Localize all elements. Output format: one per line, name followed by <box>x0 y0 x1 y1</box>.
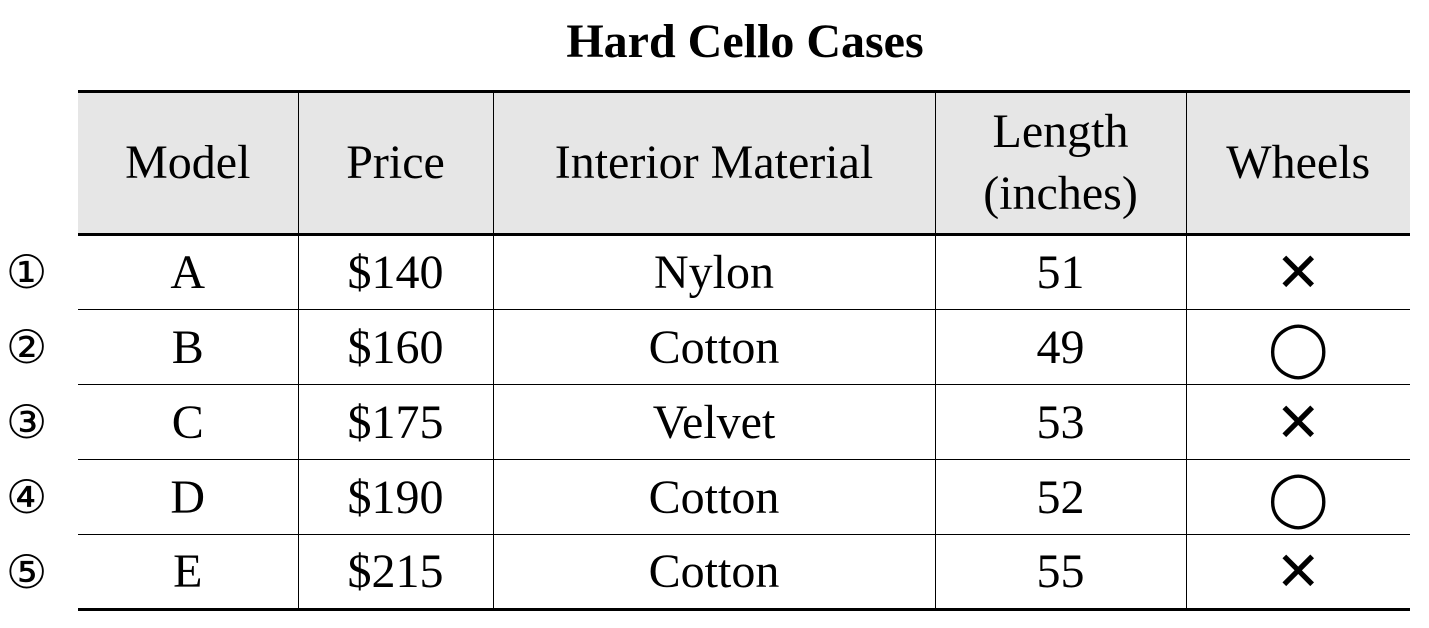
cell-price: $175 <box>297 384 493 460</box>
table-row: B $160 Cotton 49 ◯ <box>78 309 1410 385</box>
cell-material: Cotton <box>492 309 935 385</box>
cell-wheels: ✕ <box>1185 384 1410 460</box>
cell-price: $160 <box>297 309 493 385</box>
option-number: ① <box>6 245 48 299</box>
cell-model: C <box>171 395 204 449</box>
cell-material: Cotton <box>492 534 935 610</box>
header-model: Model <box>125 136 251 189</box>
cell-length: 51 <box>934 234 1186 310</box>
table-title: Hard Cello Cases <box>566 15 924 68</box>
option-number: ③ <box>6 395 48 449</box>
cell-price: $215 <box>297 534 493 610</box>
option-numbers: ① ② ③ ④ ⑤ <box>6 236 47 611</box>
header-length-line1: Length <box>992 105 1129 158</box>
header-interior-material: Interior Material <box>492 91 935 235</box>
cell-model: A <box>170 246 206 299</box>
header-wheels: Wheels <box>1185 91 1410 235</box>
header-length: Length (inches) <box>934 91 1186 235</box>
cell-price: $190 <box>297 459 493 535</box>
cell-length: 55 <box>934 534 1186 610</box>
header-length-line2: (inches) <box>983 167 1138 220</box>
cell-material: Nylon <box>492 234 935 310</box>
cell-length: 52 <box>934 459 1186 535</box>
cell-model: D <box>170 470 206 524</box>
cell-length: 53 <box>934 384 1186 460</box>
cell-material: Velvet <box>492 384 935 460</box>
table-row: E $215 Cotton 55 ✕ <box>78 534 1410 610</box>
cell-wheels: ◯ <box>1185 459 1410 535</box>
option-number: ④ <box>6 470 48 524</box>
table-row: C $175 Velvet 53 ✕ <box>78 384 1410 460</box>
cell-wheels: ✕ <box>1185 234 1410 310</box>
cell-wheels: ◯ <box>1185 309 1410 385</box>
table-row: D $190 Cotton 52 ◯ <box>78 459 1410 535</box>
table-row: A $140 Nylon 51 ✕ <box>78 234 1410 310</box>
cell-wheels: ✕ <box>1185 534 1410 610</box>
option-number: ② <box>6 320 48 374</box>
option-number: ⑤ <box>6 545 48 599</box>
cello-cases-table: Model Price Interior Material Length (inc… <box>78 90 1410 611</box>
cell-model: E <box>173 545 203 598</box>
cell-price: $140 <box>297 234 493 310</box>
header-price: Price <box>297 91 493 235</box>
cell-length: 49 <box>934 309 1186 385</box>
cell-model: B <box>171 320 204 374</box>
cell-material: Cotton <box>492 459 935 535</box>
header-row: Model Price Interior Material Length (inc… <box>78 91 1410 235</box>
